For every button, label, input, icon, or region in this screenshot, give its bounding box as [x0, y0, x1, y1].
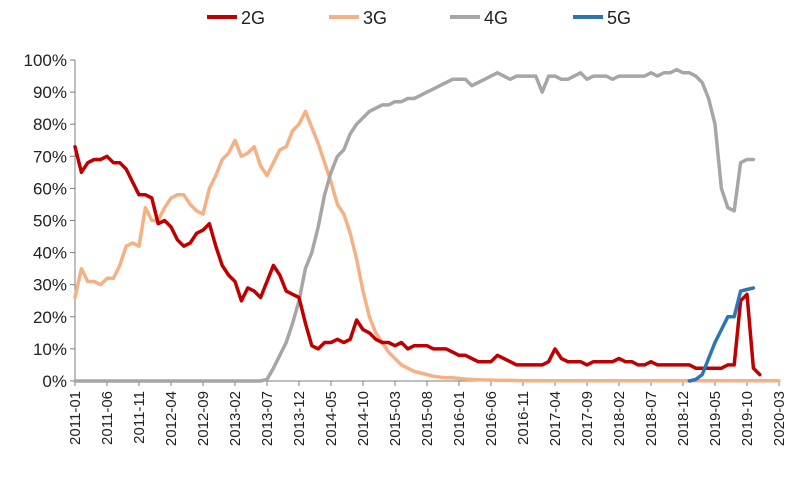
legend-label-4g: 4G	[484, 8, 508, 28]
y-axis: 0% 10% 20% 30% 40% 50% 60% 70% 80% 90% 100%	[24, 51, 76, 391]
y-tick-label: 0%	[42, 372, 67, 391]
x-tick-label: 2016-01	[451, 391, 468, 446]
x-tick-label: 2016-06	[483, 391, 500, 446]
y-tick-label: 60%	[33, 179, 67, 198]
y-tick-label: 40%	[33, 244, 67, 263]
legend-label-3g: 3G	[363, 8, 387, 28]
x-tick-label: 2019-10	[739, 391, 756, 446]
series-line-3g	[73, 109, 781, 383]
chart-legend: 2G 3G 4G 5G	[207, 8, 631, 28]
legend-label-2g: 2G	[241, 8, 265, 28]
y-tick-label: 80%	[33, 115, 67, 134]
y-tick-label: 10%	[33, 340, 67, 359]
x-tick-label: 2018-02	[611, 391, 628, 446]
x-tick-label: 2017-04	[547, 391, 564, 446]
x-tick-label: 2018-12	[675, 391, 692, 446]
y-tick-label: 30%	[33, 276, 67, 295]
series-line-4g	[73, 67, 756, 383]
series-line-5g	[687, 286, 756, 383]
x-axis: 2011-01 2011-06 2011-11 2012-04 2012-09 2013-…	[67, 380, 788, 446]
y-tick-label: 100%	[24, 51, 67, 70]
x-tick-label: 2017-09	[579, 391, 596, 446]
x-tick-label: 2013-02	[227, 391, 244, 446]
y-tick-label: 20%	[33, 308, 67, 327]
x-tick-label: 2011-01	[67, 391, 84, 445]
legend-label-5g: 5G	[607, 8, 631, 28]
x-tick-label: 2019-05	[707, 391, 724, 446]
x-tick-label: 2016-11	[515, 391, 532, 445]
x-tick-label: 2012-04	[163, 391, 180, 446]
y-tick-label: 90%	[33, 83, 67, 102]
x-tick-label: 2014-10	[355, 391, 372, 446]
x-tick-label: 2020-03	[771, 391, 788, 446]
x-tick-label: 2014-05	[323, 391, 340, 446]
y-tick-label: 70%	[33, 147, 67, 166]
x-tick-label: 2011-06	[99, 391, 116, 445]
y-tick-label: 50%	[33, 212, 67, 231]
series-line-2g	[73, 144, 762, 377]
x-tick-label: 2013-07	[259, 391, 276, 446]
x-tick-label: 2012-09	[195, 391, 212, 446]
x-tick-label: 2013-12	[291, 391, 308, 446]
x-tick-label: 2018-07	[643, 391, 660, 446]
x-tick-label: 2015-08	[419, 391, 436, 446]
x-tick-label: 2015-03	[387, 391, 404, 446]
plot-area	[73, 67, 781, 383]
x-tick-label: 2011-11	[131, 391, 148, 444]
